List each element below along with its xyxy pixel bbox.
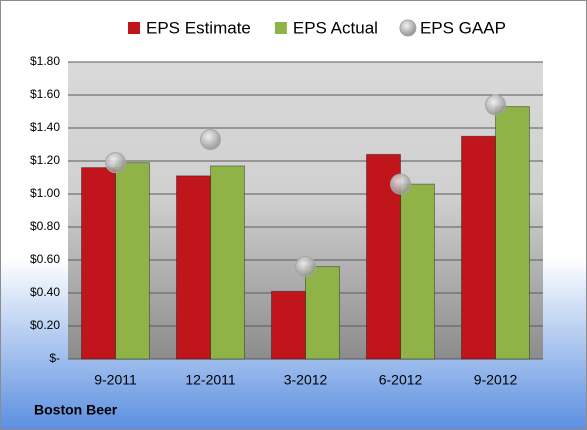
caption: Boston Beer (34, 402, 118, 418)
bar (495, 106, 530, 360)
bar (305, 266, 340, 360)
point (390, 173, 411, 195)
point (105, 152, 126, 174)
legend-label: EPS Estimate (146, 18, 251, 37)
y-tick-label: $1.80 (30, 54, 60, 68)
y-tick-label: $1.60 (30, 87, 60, 101)
bar (115, 162, 150, 360)
bar (271, 290, 306, 360)
y-tick-label: $0.40 (30, 285, 60, 299)
bar (210, 165, 245, 360)
bar (81, 167, 116, 360)
point (200, 129, 221, 151)
legend-marker (399, 19, 417, 37)
y-tick-label: $0.20 (30, 318, 60, 332)
bar (400, 183, 435, 360)
y-tick-label: $0.60 (30, 252, 60, 266)
x-tick-label: 12-2011 (185, 372, 236, 388)
x-tick-label: 6-2012 (379, 372, 423, 388)
bar (176, 175, 211, 360)
y-tick-label: $1.20 (30, 153, 60, 167)
legend-label: EPS Actual (293, 18, 378, 37)
y-tick-label: $0.80 (30, 219, 60, 233)
y-tick-label: $1.00 (30, 186, 60, 200)
legend-marker (274, 22, 287, 34)
legend-label: EPS GAAP (420, 18, 506, 37)
y-tick-label: $1.40 (30, 120, 60, 134)
bar (461, 135, 496, 360)
legend-marker (128, 22, 140, 34)
x-tick-label: 9-2011 (94, 372, 137, 388)
point (485, 94, 506, 116)
x-tick-label: 3-2012 (284, 372, 328, 388)
y-tick-label: $- (49, 351, 60, 365)
x-tick-label: 9-2012 (474, 372, 518, 388)
point (295, 256, 316, 278)
